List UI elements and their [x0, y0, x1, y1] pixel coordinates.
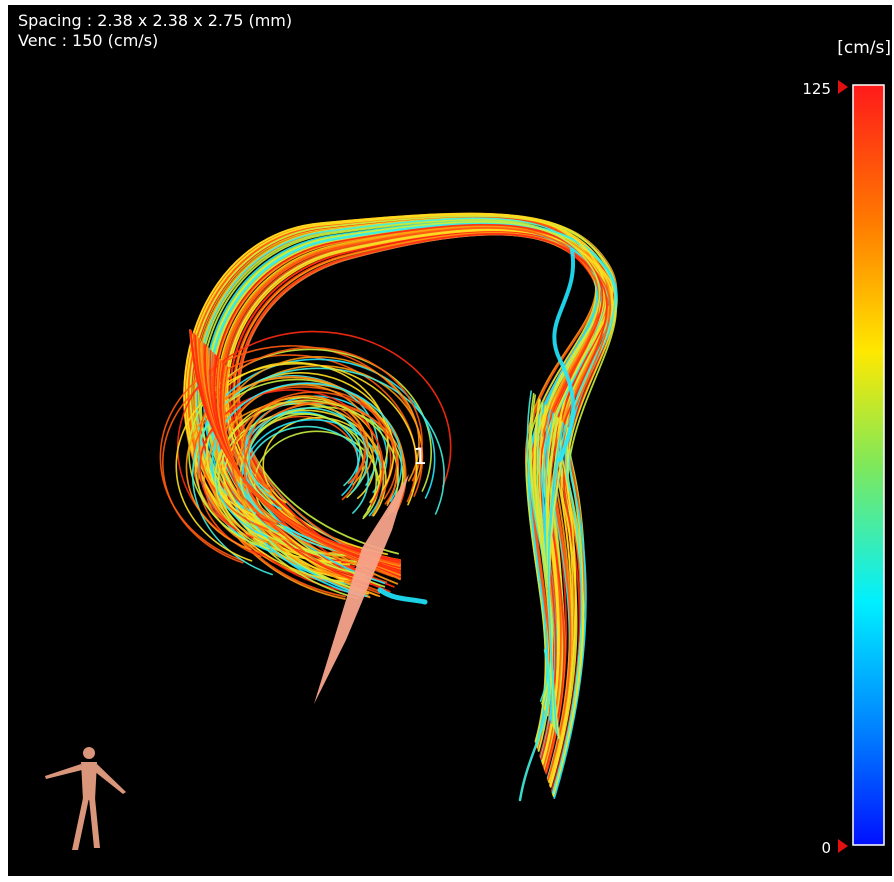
colorbar-max: 125 [802, 80, 831, 98]
page: 1 Spacing : 2.38 x 2.38 x 2.75 (mm) Venc… [0, 0, 894, 882]
colorbar-min: 0 [821, 839, 831, 857]
colorbar-unit: [cm/s] [837, 38, 891, 58]
plane-label: 1 [413, 445, 427, 470]
spacing-info: Spacing : 2.38 x 2.38 x 2.75 (mm) [18, 11, 292, 30]
viewer: 1 Spacing : 2.38 x 2.38 x 2.75 (mm) Venc… [0, 0, 894, 882]
colorbar [853, 85, 884, 845]
venc-info: Venc : 150 (cm/s) [18, 31, 158, 50]
